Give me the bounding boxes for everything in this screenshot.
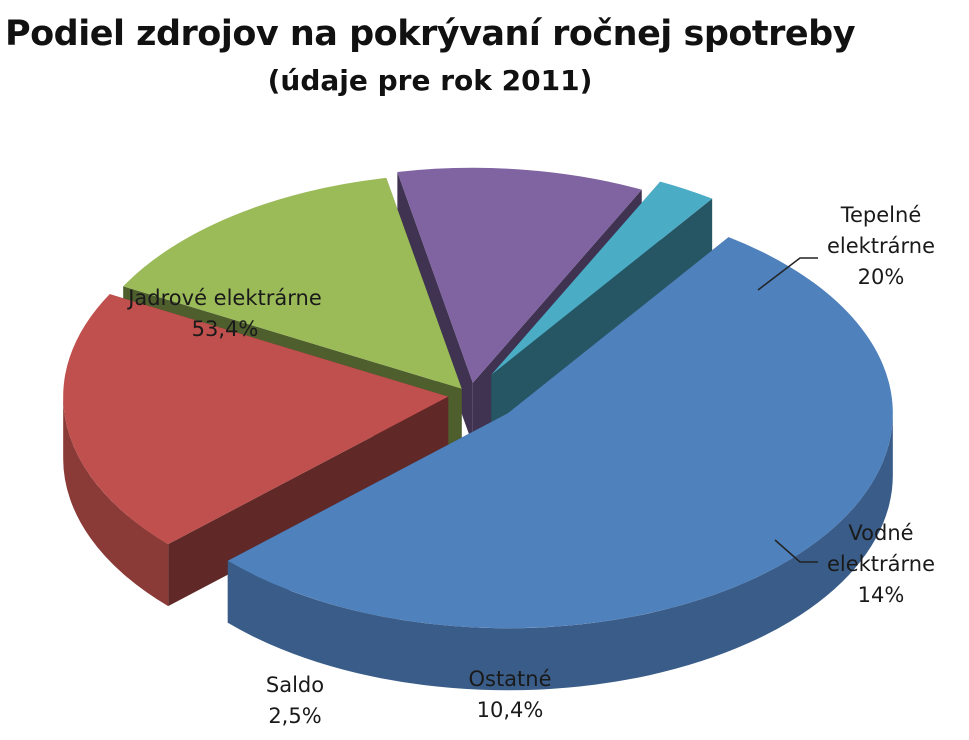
slice-label-tepelne: Tepelné elektrárne 20%	[806, 200, 956, 293]
pie-slice-tepelne-wall-start	[168, 396, 449, 607]
slice-label-tepelne-text: Tepelné elektrárne	[826, 203, 936, 258]
pie-slice-jadrove-side	[227, 413, 893, 691]
pie-slice-ostatne-top	[397, 167, 642, 383]
pie-slice-saldo-wall-end	[491, 198, 713, 437]
pie-slice-tepelne-top	[63, 294, 449, 545]
slice-label-jadrove: Jadrové elektrárne 53,4%	[128, 286, 322, 341]
slice-label-vodne-text: Vodné elektrárne	[826, 521, 936, 576]
slice-label-saldo: Saldo 2,5%	[265, 673, 325, 728]
chart-subtitle: (údaje pre rok 2011)	[267, 64, 593, 97]
leader-tepelne	[757, 257, 818, 291]
pie-slice-saldo-top	[491, 181, 713, 375]
pie-slice-saldo	[491, 181, 713, 437]
leader-vodne	[774, 539, 818, 563]
chart-title: Podiel zdrojov na pokrývaní ročnej spotr…	[4, 14, 856, 54]
slice-label-ostatne: Ostatné 10,4%	[468, 667, 552, 722]
pie-slice-jadrove	[227, 237, 893, 691]
slice-label-vodne: Vodné elektrárne 14%	[806, 518, 956, 611]
pie-slice-jadrove-top	[227, 237, 893, 629]
pie-slice-tepelne	[63, 294, 449, 607]
pie-slice-vodne-top	[123, 177, 462, 389]
pie-slice-tepelne-side	[63, 396, 169, 607]
